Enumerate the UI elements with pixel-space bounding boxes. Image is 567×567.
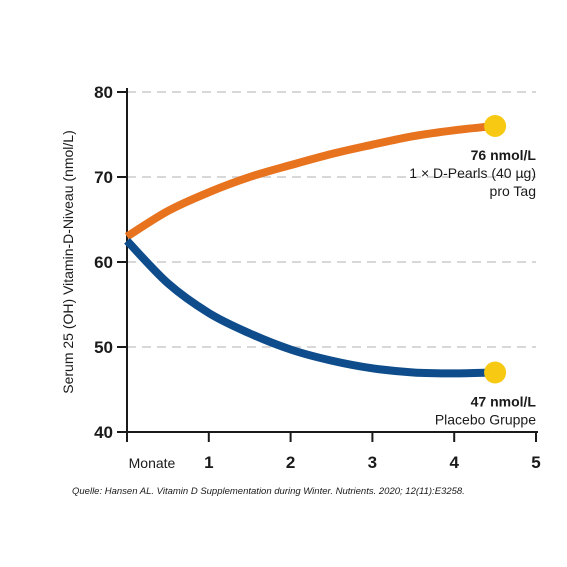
end-description-label-1: Placebo Gruppe — [435, 412, 536, 428]
series-line-0 — [124, 122, 496, 240]
x-tick-label: 5 — [531, 453, 540, 472]
y-tick-label: 60 — [94, 253, 113, 272]
end-marker-1 — [484, 361, 507, 384]
x-first-tick-label: Monate — [129, 455, 176, 471]
x-ticks: 1 2 3 4 5 — [126, 432, 541, 472]
y-tick-label: 80 — [94, 83, 113, 102]
grid-lines — [127, 91, 536, 348]
y-ticks: 40 50 60 70 80 — [94, 83, 127, 442]
x-tick-label: 2 — [286, 453, 295, 472]
end-description-label-0: 1 × D-Pearls (40 µg) — [409, 165, 536, 181]
y-tick-label: 70 — [94, 168, 113, 187]
source-note: Quelle: Hansen AL. Vitamin D Supplementa… — [72, 486, 465, 497]
series-lines — [124, 122, 496, 378]
axes — [126, 88, 538, 433]
end-labels: 76 nmol/L 1 × D-Pearls (40 µg) pro Tag 47 n… — [409, 147, 536, 428]
x-tick-label: 1 — [204, 453, 213, 472]
y-axis-label: Serum 25 (OH) Vitamin-D-Niveau (nmol/L) — [60, 130, 76, 393]
end-marker-0 — [484, 115, 507, 137]
end-markers — [484, 115, 507, 384]
end-value-label-1: 47 nmol/L — [471, 394, 537, 410]
x-tick-label: 3 — [368, 453, 377, 472]
series-line-1 — [124, 238, 496, 378]
y-tick-label: 40 — [94, 423, 113, 442]
x-tick-label: 4 — [449, 453, 459, 472]
end-description-label-0: pro Tag — [490, 183, 536, 199]
y-tick-label: 50 — [94, 338, 113, 357]
end-value-label-0: 76 nmol/L — [471, 147, 537, 163]
